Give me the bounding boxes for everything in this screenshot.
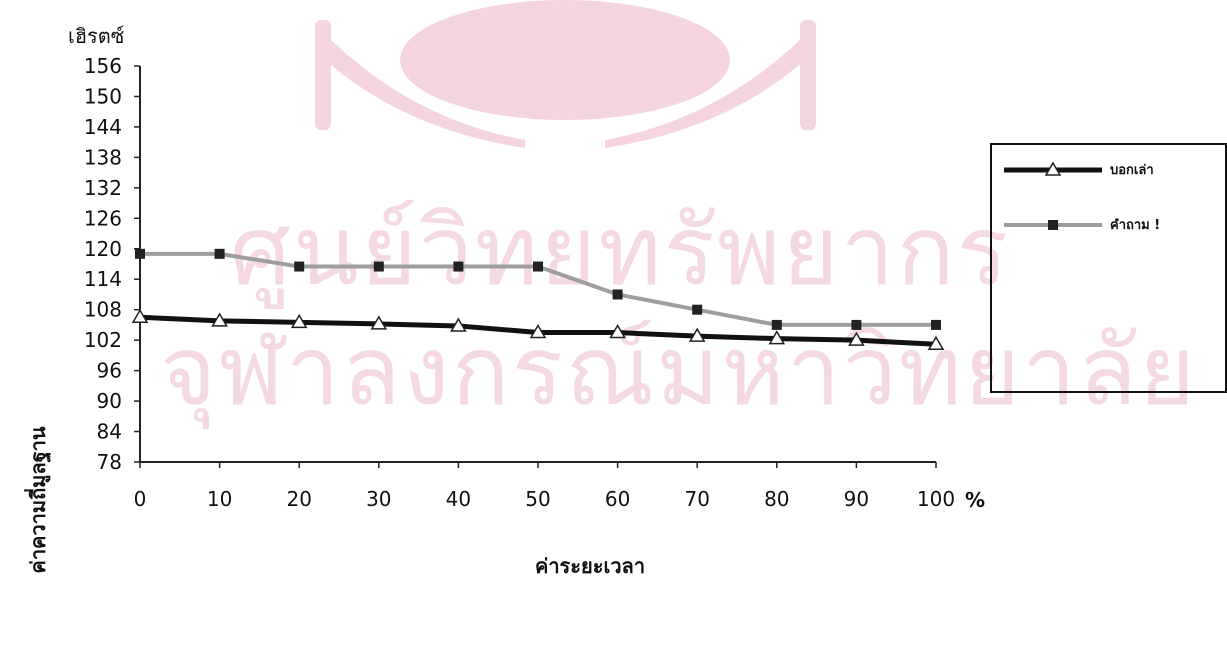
data-point-series-2 [135, 248, 145, 259]
data-point-series-2 [851, 319, 862, 330]
x-tick-label: 60 [605, 487, 630, 511]
university-seal-watermark [315, 0, 816, 148]
data-point-series-2 [294, 261, 305, 272]
legend-marker-series-2 [1048, 220, 1058, 230]
x-tick-label: 20 [286, 487, 311, 511]
data-point-series-1 [927, 335, 945, 350]
data-point-series-2 [373, 261, 384, 272]
y-tick-label: 102 [84, 328, 122, 352]
data-point-series-1 [609, 324, 626, 339]
legend-label-series-2: คำถาม ! [1110, 218, 1161, 233]
x-tick-label: 30 [366, 487, 391, 511]
y-tick-label: 84 [97, 420, 122, 444]
y-tick-label: 156 [84, 54, 122, 78]
y-tick-label: 96 [97, 359, 122, 383]
data-point-series-1 [768, 330, 786, 345]
y-tick-label: 120 [84, 237, 122, 261]
x-tick-label: 90 [844, 487, 869, 511]
y-tick-label: 138 [84, 145, 122, 169]
x-tick-label: 10 [207, 487, 232, 511]
y-axis-unit: เฮิรตซ์ [68, 24, 125, 48]
y-tick-label: 132 [84, 176, 122, 200]
data-point-series-1 [450, 317, 467, 332]
x-tick-label: 0 [134, 487, 147, 511]
y-tick-label: 150 [84, 84, 122, 108]
data-point-series-1 [290, 313, 308, 329]
data-point-series-2 [612, 289, 623, 300]
data-point-series-1 [688, 327, 706, 342]
y-tick-label: 114 [84, 267, 122, 291]
data-point-series-1 [211, 312, 228, 327]
x-tick-label: 100 [917, 487, 955, 511]
x-tick-label: 70 [684, 487, 709, 511]
legend-marker-series-1 [1044, 161, 1062, 176]
x-tick-label: 40 [446, 487, 471, 511]
x-axis-unit: % [965, 488, 986, 512]
y-tick-label: 90 [97, 389, 122, 413]
legend: บอกเล่า คำถาม ! [990, 143, 1227, 393]
legend-graphics [1004, 161, 1102, 230]
data-point-series-2 [214, 248, 225, 259]
data-point-series-1 [848, 331, 865, 346]
y-tick-label: 144 [84, 115, 122, 139]
legend-label-series-1: บอกเล่า [1110, 163, 1154, 178]
y-tick-label: 78 [97, 450, 122, 474]
data-point-series-2 [692, 304, 703, 315]
x-axis-title: ค่าระยะเวลา [534, 554, 646, 578]
data-point-series-1 [370, 315, 388, 330]
data-point-series-2 [771, 319, 782, 330]
y-tick-label: 126 [84, 206, 122, 230]
x-tick-label: 50 [525, 487, 550, 511]
line-chart: 78 84 90 96 102 108 114 120 126 132 138 144 150 156 0 1… [84, 54, 955, 511]
y-tick-label: 108 [84, 298, 122, 322]
watermark-line-1: ศูนย์วิทยทรัพยากร [230, 195, 1011, 307]
data-point-series-2 [931, 319, 941, 330]
data-point-series-2 [533, 261, 543, 272]
x-tick-label: 80 [764, 487, 789, 511]
data-point-series-1 [131, 308, 149, 324]
data-point-series-2 [453, 261, 464, 272]
data-point-series-1 [529, 324, 547, 339]
